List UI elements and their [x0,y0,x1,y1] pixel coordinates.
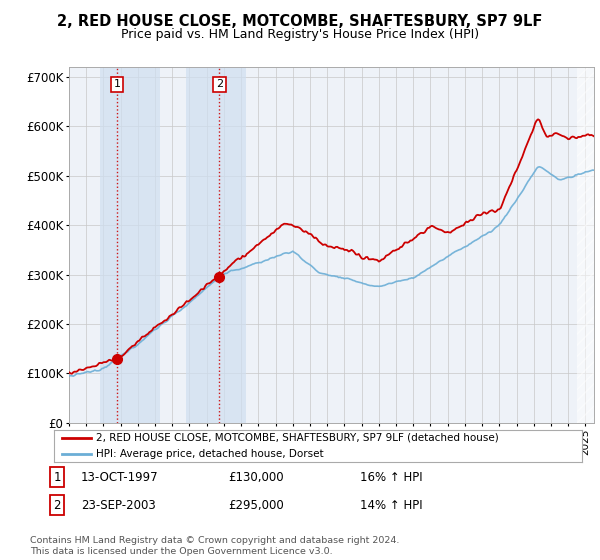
Text: £295,000: £295,000 [228,498,284,512]
Text: HPI: Average price, detached house, Dorset: HPI: Average price, detached house, Dors… [96,449,324,459]
Bar [186,67,246,423]
Text: 13-OCT-1997: 13-OCT-1997 [81,470,158,484]
Text: 2, RED HOUSE CLOSE, MOTCOMBE, SHAFTESBURY, SP7 9LF: 2, RED HOUSE CLOSE, MOTCOMBE, SHAFTESBUR… [58,14,542,29]
Text: £130,000: £130,000 [228,470,284,484]
Bar [577,67,594,423]
Text: 14% ↑ HPI: 14% ↑ HPI [360,498,422,512]
Text: 2, RED HOUSE CLOSE, MOTCOMBE, SHAFTESBURY, SP7 9LF (detached house): 2, RED HOUSE CLOSE, MOTCOMBE, SHAFTESBUR… [96,433,499,442]
Text: Contains HM Land Registry data © Crown copyright and database right 2024.
This d: Contains HM Land Registry data © Crown c… [30,536,400,556]
Text: 16% ↑ HPI: 16% ↑ HPI [360,470,422,484]
Text: 2: 2 [216,80,223,90]
Bar [100,67,160,423]
Text: Price paid vs. HM Land Registry's House Price Index (HPI): Price paid vs. HM Land Registry's House … [121,28,479,41]
Text: 1: 1 [53,470,61,484]
Text: 1: 1 [113,80,121,90]
Text: 2: 2 [53,498,61,512]
Text: 23-SEP-2003: 23-SEP-2003 [81,498,156,512]
